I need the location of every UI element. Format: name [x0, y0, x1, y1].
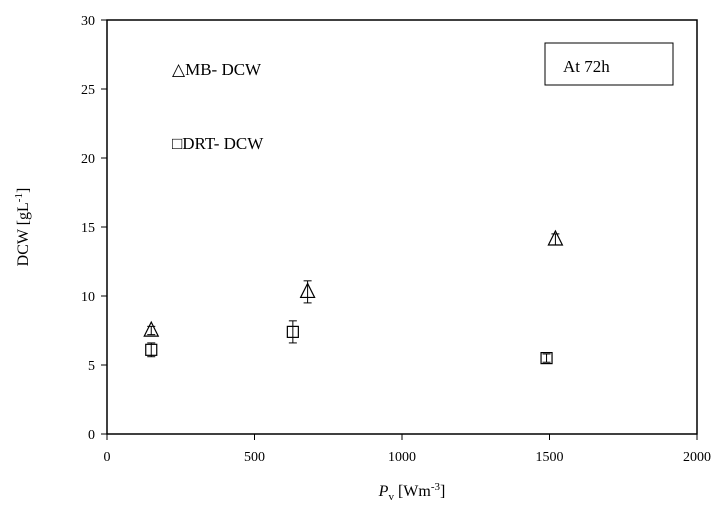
y-tick-label: 5: [88, 359, 95, 374]
x-axis: 0 500 1000 1500 2000: [104, 434, 711, 465]
x-tick-label: 1500: [536, 450, 564, 465]
mb-point: [143, 320, 160, 337]
y-tick-label: 15: [81, 221, 95, 236]
drt-point: [540, 352, 553, 365]
legend-symbol-triangle: △: [172, 60, 186, 79]
triangle-marker: [299, 282, 316, 299]
drt-point: [145, 342, 158, 358]
legend-label-mb: MB- DCW: [185, 60, 262, 79]
plot-area: [106, 19, 698, 435]
square-marker: [145, 343, 158, 356]
annotation-text: At 72h: [563, 57, 610, 76]
x-axis-title: Pv [Wm-3]: [378, 481, 446, 503]
square-marker: [540, 352, 553, 365]
x-tick-label: 500: [244, 450, 265, 465]
y-axis: 0 5 10 15 20 25 30: [81, 14, 107, 443]
y-tick-label: 0: [88, 428, 95, 443]
x-tick-label: 1000: [388, 450, 416, 465]
triangle-marker: [547, 229, 564, 246]
mb-point: [299, 280, 316, 304]
legend-symbol-square: □: [172, 134, 182, 153]
annotation-box: At 72h: [544, 42, 674, 86]
legend-entry-mb: △MB- DCW: [172, 60, 262, 79]
mb-point: [547, 229, 564, 246]
y-axis-title: DCW [gL-1]: [13, 188, 32, 267]
y-tick-label: 30: [81, 14, 95, 29]
x-tick-label: 0: [104, 450, 111, 465]
legend-entry-drt: □DRT- DCW: [172, 134, 264, 153]
square-marker: [286, 325, 299, 338]
y-tick-label: 10: [81, 290, 95, 305]
legend: △MB- DCW □DRT- DCW: [172, 60, 264, 153]
x-tick-label: 2000: [683, 450, 711, 465]
drt-point: [286, 320, 299, 344]
data-marks: [143, 229, 564, 365]
y-tick-label: 20: [81, 152, 95, 167]
y-tick-label: 25: [81, 83, 95, 98]
legend-label-drt: DRT- DCW: [182, 134, 264, 153]
triangle-marker: [143, 320, 160, 337]
